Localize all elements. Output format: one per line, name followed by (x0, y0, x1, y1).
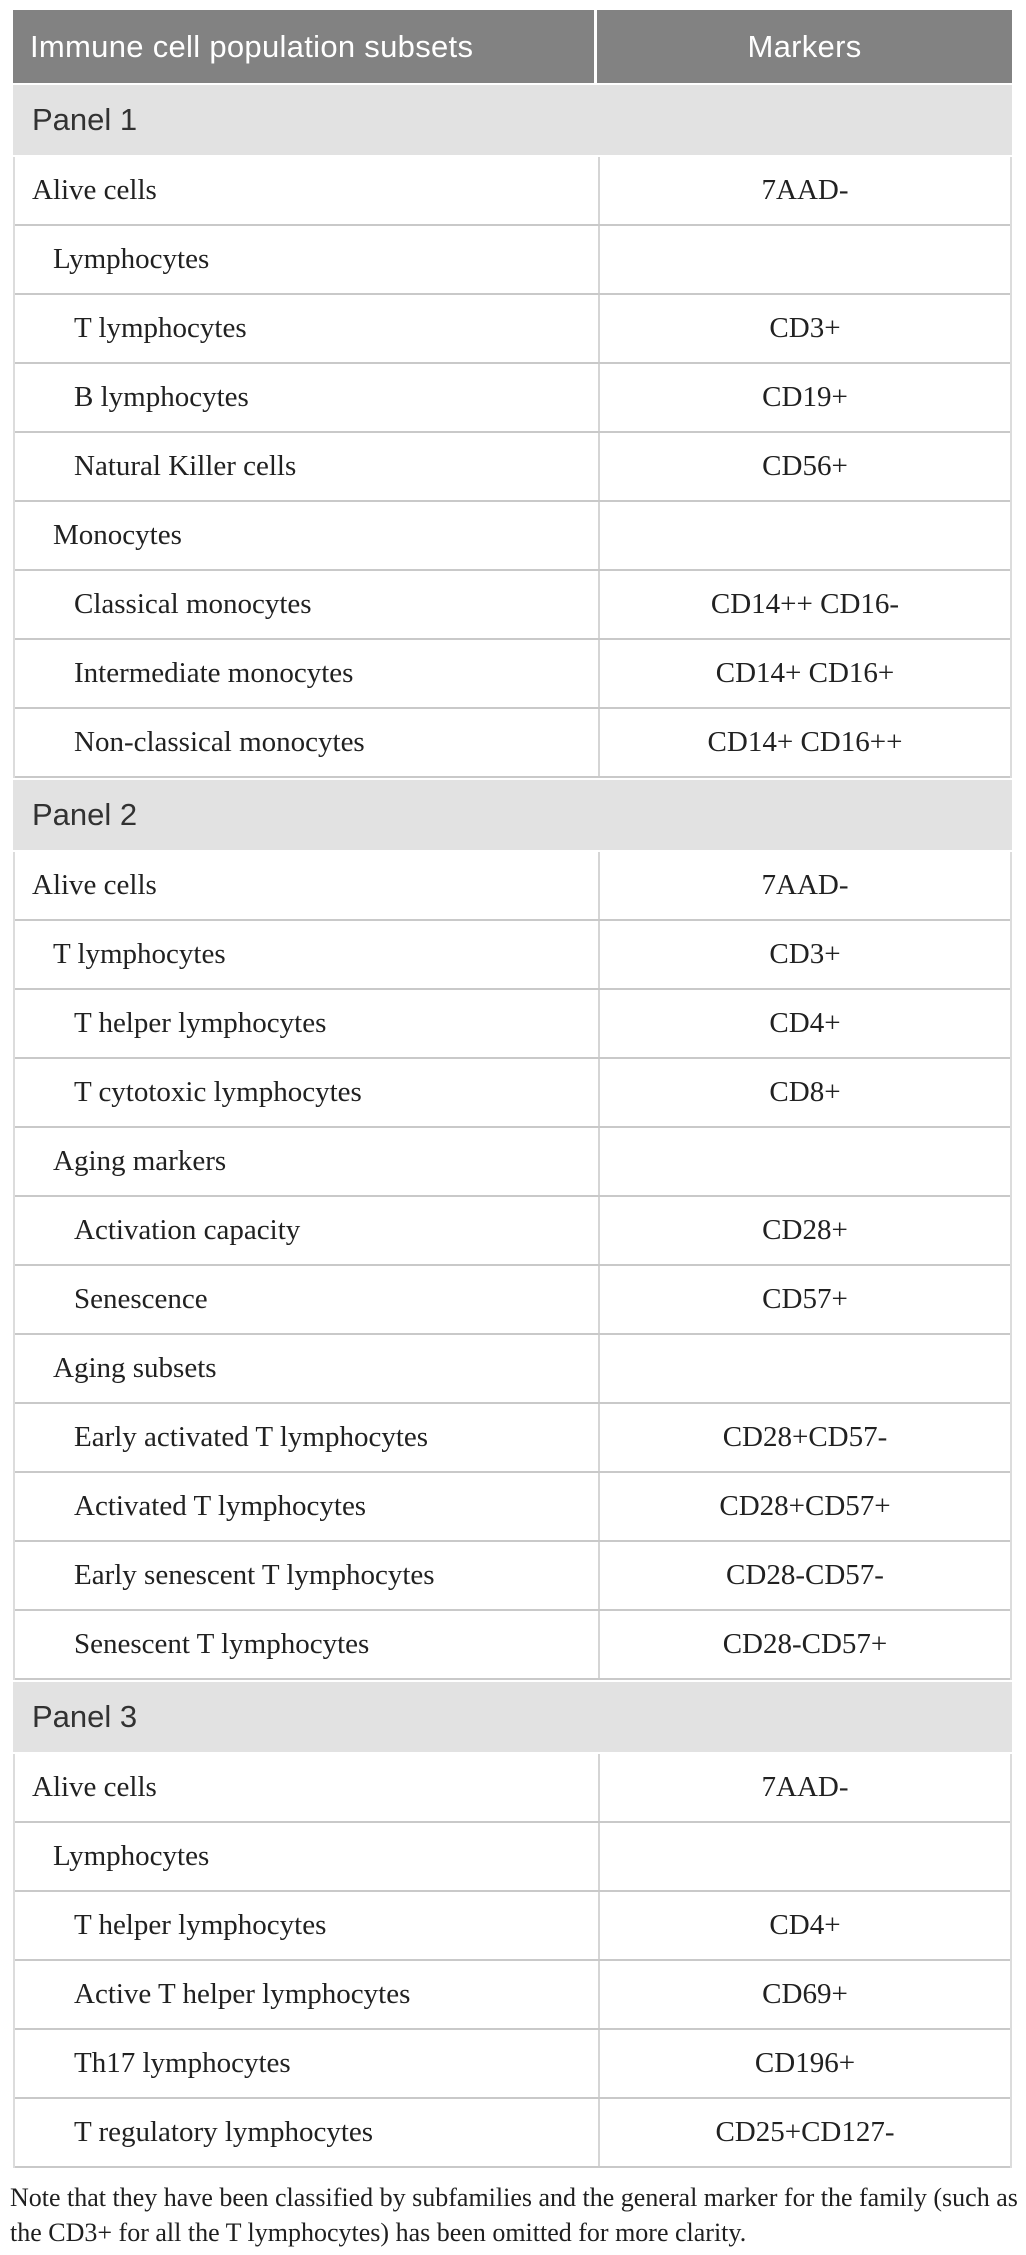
row-label-cell: T lymphocytes (15, 295, 600, 362)
row-marker-cell (600, 226, 1010, 293)
row-marker-cell: CD28-CD57- (726, 1559, 884, 1591)
row-label-cell: Natural Killer cells (15, 433, 600, 500)
table-row: Monocytes (15, 502, 1010, 571)
panel-band: Panel 3 (13, 1680, 1012, 1754)
table-row: Th17 lymphocytes CD196+ (15, 2030, 1010, 2099)
row-marker-cell: CD3+ (769, 938, 841, 970)
table-row: Early senescent T lymphocytes CD28-CD57- (15, 1542, 1010, 1611)
row-marker-cell: CD14++ CD16- (710, 588, 900, 620)
row-label-cell: Alive cells (15, 1754, 600, 1821)
panel-band: Panel 1 (13, 83, 1012, 157)
row-label-cell: T regulatory lymphocytes (15, 2099, 600, 2166)
row-label-cell: Activation capacity (15, 1197, 600, 1264)
table-row: Lymphocytes (15, 226, 1010, 295)
row-marker-cell: CD3+ (769, 312, 841, 344)
row-label-cell: T helper lymphocytes (15, 990, 600, 1057)
table-row: Classical monocytes CD14++ CD16- (15, 571, 1010, 640)
row-label-cell: Early senescent T lymphocytes (15, 1542, 600, 1609)
row-label-cell: Non-classical monocytes (15, 709, 600, 776)
row-label-cell: T cytotoxic lymphocytes (15, 1059, 600, 1126)
row-label-cell: Lymphocytes (15, 1823, 600, 1890)
row-marker-cell: CD14+ CD16++ (707, 726, 903, 758)
table-row: Alive cells 7AAD- (15, 852, 1010, 921)
table-footnote: Note that they have been classified by s… (10, 2183, 1018, 2247)
row-marker-cell: CD28-CD57+ (722, 1628, 888, 1660)
row-label-cell: Activated T lymphocytes (15, 1473, 600, 1540)
row-marker-cell: CD196+ (754, 2047, 856, 2079)
row-label-cell: Monocytes (15, 502, 600, 569)
table-row: Active T helper lymphocytes CD69+ (15, 1961, 1010, 2030)
row-marker-cell: CD19+ (762, 381, 848, 413)
table-row: Non-classical monocytes CD14+ CD16++ (15, 709, 1010, 778)
row-marker-cell: CD28+CD57+ (719, 1490, 891, 1522)
row-label-cell: Aging subsets (15, 1335, 600, 1402)
row-marker-cell: CD4+ (769, 1909, 841, 1941)
table-row: T cytotoxic lymphocytes CD8+ (15, 1059, 1010, 1128)
table-row: T regulatory lymphocytes CD25+CD127- (15, 2099, 1010, 2168)
row-label-cell: Alive cells (15, 157, 600, 224)
row-label-cell: Classical monocytes (15, 571, 600, 638)
table-row: Natural Killer cells CD56+ (15, 433, 1010, 502)
row-marker-cell (600, 1335, 1010, 1402)
table-row: T lymphocytes CD3+ (15, 921, 1010, 990)
table-row: Senescence CD57+ (15, 1266, 1010, 1335)
row-marker-cell: CD57+ (762, 1283, 848, 1315)
row-marker-cell: 7AAD- (761, 174, 849, 206)
table-row: Senescent T lymphocytes CD28-CD57+ (15, 1611, 1010, 1680)
row-label-cell: Early activated T lymphocytes (15, 1404, 600, 1471)
row-label-cell: T lymphocytes (15, 921, 600, 988)
row-marker-cell (600, 1128, 1010, 1195)
row-marker-cell: CD28+ (762, 1214, 848, 1246)
row-marker-cell: CD56+ (762, 450, 848, 482)
table-row: Alive cells 7AAD- (15, 1754, 1010, 1823)
table-row: Alive cells 7AAD- (15, 157, 1010, 226)
row-label-cell: Alive cells (15, 852, 600, 919)
row-label-cell: Th17 lymphocytes (15, 2030, 600, 2097)
table-row: T lymphocytes CD3+ (15, 295, 1010, 364)
row-label-cell: Intermediate monocytes (15, 640, 600, 707)
row-label-cell: Active T helper lymphocytes (15, 1961, 600, 2028)
row-marker-cell: CD4+ (769, 1007, 841, 1039)
row-label-cell: B lymphocytes (15, 364, 600, 431)
row-label-cell: Lymphocytes (15, 226, 600, 293)
row-marker-cell: 7AAD- (761, 869, 849, 901)
row-label-cell: Senescence (15, 1266, 600, 1333)
row-marker-cell: CD28+CD57- (722, 1421, 888, 1453)
table-row: Aging subsets (15, 1335, 1010, 1404)
table-row: Activation capacity CD28+ (15, 1197, 1010, 1266)
table-row: T helper lymphocytes CD4+ (15, 990, 1010, 1059)
row-marker-cell: CD25+CD127- (715, 2116, 895, 2148)
table-row: B lymphocytes CD19+ (15, 364, 1010, 433)
table-row: T helper lymphocytes CD4+ (15, 1892, 1010, 1961)
row-marker-cell: CD69+ (762, 1978, 848, 2010)
row-marker-cell (600, 502, 1010, 569)
table-row: Aging markers (15, 1128, 1010, 1197)
row-marker-cell: 7AAD- (761, 1771, 849, 1803)
header-cell-subsets: Immune cell population subsets (13, 10, 597, 83)
header-cell-markers: Markers (747, 28, 862, 64)
panel-band: Panel 2 (13, 778, 1012, 852)
table-body: Panel 1 Alive cells 7AAD- Lymphocytes T lymp… (13, 83, 1012, 2168)
table-row: Intermediate monocytes CD14+ CD16+ (15, 640, 1010, 709)
immune-panels-table: Immune cell population subsets Markers P… (13, 10, 1012, 2168)
row-label-cell: Senescent T lymphocytes (15, 1611, 600, 1678)
row-marker-cell: CD8+ (769, 1076, 841, 1108)
table-row: Early activated T lymphocytes CD28+CD57- (15, 1404, 1010, 1473)
table-header-row: Immune cell population subsets Markers (13, 10, 1012, 83)
row-marker-cell: CD14+ CD16+ (715, 657, 895, 689)
row-marker-cell (600, 1823, 1010, 1890)
row-label-cell: Aging markers (15, 1128, 600, 1195)
table-row: Lymphocytes (15, 1823, 1010, 1892)
table-row: Activated T lymphocytes CD28+CD57+ (15, 1473, 1010, 1542)
row-label-cell: T helper lymphocytes (15, 1892, 600, 1959)
